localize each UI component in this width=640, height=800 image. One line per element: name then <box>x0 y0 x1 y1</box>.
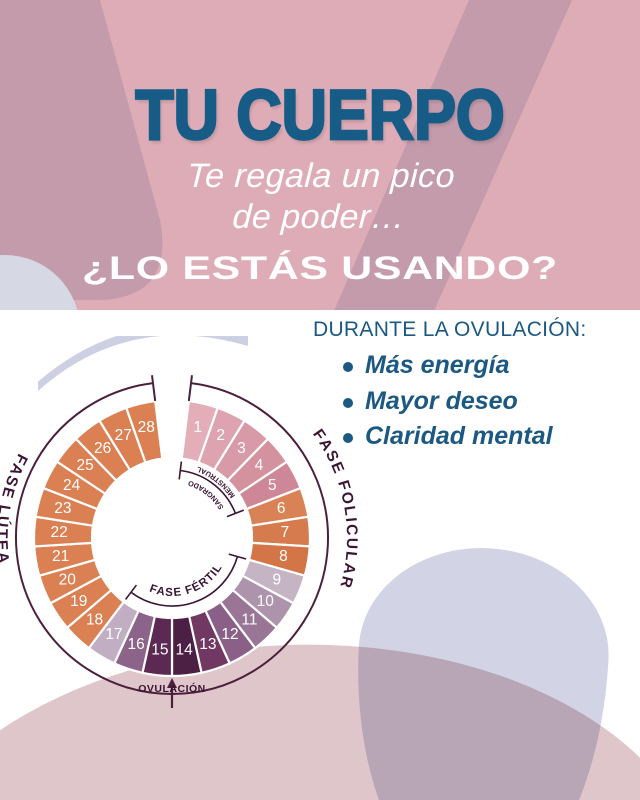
svg-text:6: 6 <box>277 500 286 517</box>
svg-text:22: 22 <box>50 524 67 541</box>
svg-text:1: 1 <box>193 419 202 436</box>
svg-text:4: 4 <box>255 457 264 474</box>
svg-text:26: 26 <box>94 440 111 457</box>
svg-text:15: 15 <box>151 641 168 658</box>
svg-text:OVULACIÓN: OVULACIÓN <box>138 682 206 695</box>
svg-text:25: 25 <box>76 457 93 474</box>
svg-text:18: 18 <box>86 611 103 628</box>
svg-text:17: 17 <box>105 626 122 643</box>
svg-text:19: 19 <box>70 593 87 610</box>
svg-text:FASE FOLICULAR: FASE FOLICULAR <box>309 426 360 591</box>
svg-text:20: 20 <box>59 571 77 588</box>
svg-text:3: 3 <box>237 440 246 457</box>
svg-text:13: 13 <box>199 636 216 653</box>
svg-text:21: 21 <box>52 548 69 565</box>
svg-text:27: 27 <box>115 427 132 444</box>
svg-text:28: 28 <box>138 419 155 436</box>
svg-text:12: 12 <box>221 626 238 643</box>
svg-text:8: 8 <box>279 548 288 565</box>
svg-text:5: 5 <box>268 477 277 494</box>
svg-text:7: 7 <box>281 524 290 541</box>
svg-text:14: 14 <box>176 641 194 658</box>
svg-text:9: 9 <box>272 571 281 588</box>
svg-text:FASE FÉRTIL: FASE FÉRTIL <box>148 562 225 599</box>
svg-text:11: 11 <box>241 611 257 628</box>
svg-text:FASE LÚTEA: FASE LÚTEA <box>0 451 31 566</box>
svg-text:2: 2 <box>216 427 225 444</box>
svg-text:24: 24 <box>63 477 81 494</box>
svg-text:23: 23 <box>54 500 71 517</box>
svg-text:10: 10 <box>257 593 275 610</box>
svg-text:16: 16 <box>127 636 144 653</box>
